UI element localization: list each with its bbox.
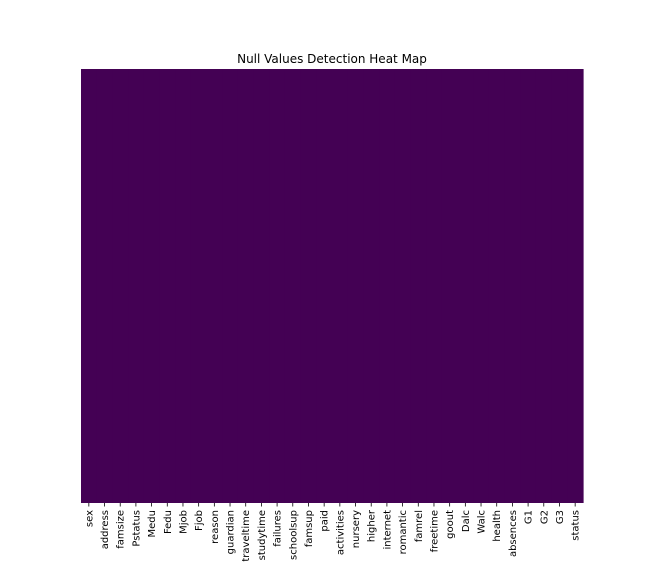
x-tick-label: famsize [116, 510, 127, 549]
heatmap-column-internet [379, 69, 396, 503]
x-tick-label: Dalc [461, 510, 472, 532]
x-tick-label: Fjob [194, 510, 205, 531]
x-tick-label: activities [335, 510, 346, 555]
heatmap-column-famrel [410, 69, 427, 503]
x-tick-label: reason [210, 510, 221, 544]
heatmap-column-sex [81, 69, 98, 503]
heatmap-column-romantic [394, 69, 412, 503]
heatmap-column-Fjob [190, 69, 208, 503]
heatmap-column-Mjob [175, 69, 192, 503]
x-tick-label: Walc [477, 510, 488, 534]
heatmap-column-Medu [143, 69, 161, 503]
heatmap-column-Fedu [159, 69, 176, 503]
heatmap-column-famsup [300, 69, 317, 503]
heatmap-column-health [488, 69, 506, 503]
heatmap-column-Pstatus [128, 69, 145, 503]
x-tick-label: studytime [257, 510, 268, 560]
x-tick-label: traveltime [241, 510, 252, 562]
x-tick-label: G2 [539, 510, 550, 524]
heatmap-column-guardian [222, 69, 239, 503]
x-tick-label: schoolsup [288, 510, 299, 560]
x-tick-label: Mjob [178, 510, 189, 534]
x-tick-label: higher [367, 509, 378, 542]
x-tick-label: guardian [226, 510, 237, 554]
x-tick-label: sex [84, 510, 95, 527]
heatmap-column-G2 [535, 69, 553, 503]
heatmap-column-nursery [347, 69, 364, 503]
x-tick-label: status [571, 510, 582, 541]
chart-title: Null Values Detection Heat Map [237, 52, 427, 66]
x-tick-label: health [492, 510, 503, 542]
x-tick-label: famsup [304, 510, 315, 547]
heatmap-column-freetime [426, 69, 443, 503]
heatmap-column-traveltime [237, 69, 255, 503]
heatmap-column-goout [441, 69, 459, 503]
x-tick-label: Medu [147, 510, 158, 537]
heatmap-column-failures [269, 69, 286, 503]
x-tick-label: famrel [414, 510, 425, 542]
x-tick-label: freetime [429, 510, 440, 552]
x-tick-label: romantic [398, 510, 409, 554]
heatmap-column-activities [332, 69, 349, 503]
heatmap-column-Dalc [457, 69, 474, 503]
heatmap-cells [81, 69, 584, 503]
x-tick-label: nursery [351, 510, 362, 548]
x-tick-label: G1 [524, 510, 535, 524]
heatmap-column-G1 [520, 69, 537, 503]
x-tick-label: G3 [555, 510, 566, 524]
x-tick-label: goout [445, 510, 456, 539]
heatmap-column-Walc [473, 69, 490, 503]
heatmap-column-famsize [112, 69, 129, 503]
heatmap-column-reason [206, 69, 223, 503]
heatmap-column-paid [316, 69, 333, 503]
x-tick-label: paid [320, 510, 331, 532]
x-tick-label: Pstatus [131, 510, 142, 547]
heatmap-column-G3 [551, 69, 568, 503]
x-axis-ticks: sex address famsize Pstatus Medu Fedu Mjob Fjob… [84, 503, 582, 562]
heatmap-column-address [96, 69, 113, 503]
x-tick-label: address [100, 510, 111, 549]
heatmap-column-higher [363, 69, 380, 503]
heatmap-column-schoolsup [284, 69, 302, 503]
x-tick-label: absences [508, 510, 519, 557]
x-tick-label: internet [382, 510, 393, 550]
heatmap-column-status [567, 69, 584, 503]
x-tick-label: Fedu [163, 510, 174, 534]
heatmap-column-absences [504, 69, 521, 503]
x-tick-label: failures [273, 510, 284, 547]
heatmap-column-studytime [253, 69, 270, 503]
